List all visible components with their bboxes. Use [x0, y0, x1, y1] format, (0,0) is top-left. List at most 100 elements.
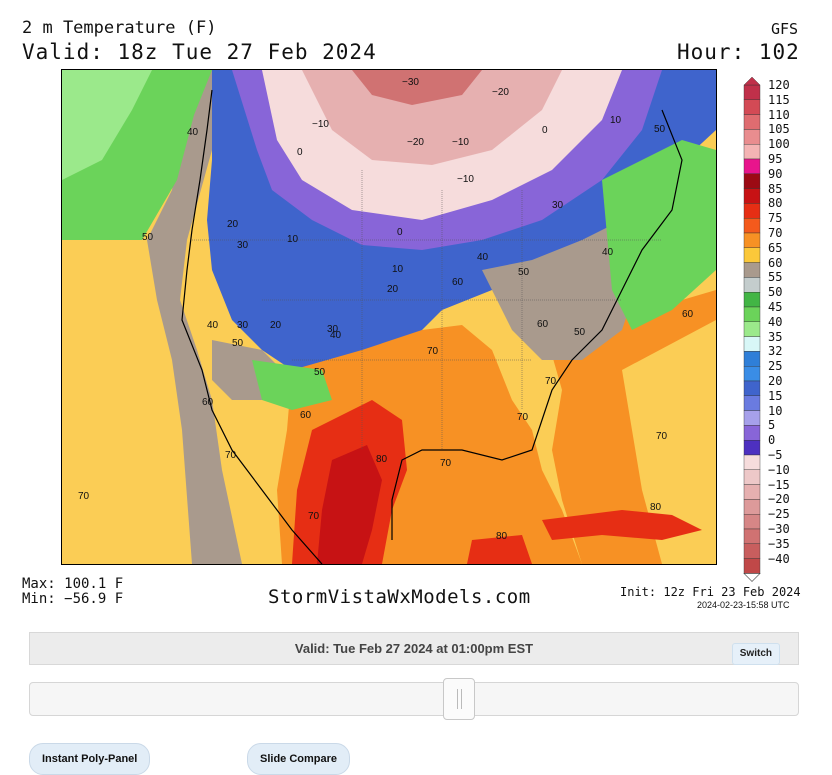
contour-label: 70: [225, 450, 237, 461]
colorbar-swatch: [743, 84, 761, 101]
colorbar-swatches: [743, 77, 761, 582]
contour-label: 40: [207, 320, 219, 331]
colorbar-label: 80: [768, 196, 783, 211]
colorbar-label: 115: [768, 92, 790, 107]
colorbar-label: 5: [768, 418, 776, 433]
colorbar-label: 100: [768, 137, 790, 152]
valid-time: Valid: 18z Tue 27 Feb 2024: [22, 40, 377, 64]
contour-label: 30: [552, 200, 564, 211]
colorbar-swatch: [743, 558, 761, 574]
colorbar-swatch: [743, 543, 761, 559]
contour-label: 50: [654, 124, 666, 135]
colorbar-swatch: [743, 217, 761, 234]
colorbar-swatch: [743, 484, 761, 500]
slider-thumb[interactable]: [443, 678, 475, 720]
switch-button[interactable]: Switch: [731, 643, 780, 665]
colorbar-label: −35: [768, 536, 790, 551]
colorbar-label: 15: [768, 388, 783, 403]
contour-label: −20: [407, 137, 424, 148]
hot-85s-core: [317, 445, 382, 564]
contour-label: 60: [452, 277, 464, 288]
min-temp: Min: −56.9 F: [22, 591, 124, 607]
contour-label: 0: [542, 125, 548, 136]
colorbar-label: 85: [768, 181, 783, 196]
colorbar-swatch: [743, 469, 761, 485]
colorbar-swatch: [743, 321, 761, 337]
political-borders: [192, 170, 662, 450]
colorbar-label: 45: [768, 300, 783, 314]
colorbar-label: −30: [768, 522, 790, 536]
colorbar-label: 70: [768, 226, 783, 240]
contour-label: 80: [376, 454, 388, 465]
contour-label: 40: [187, 127, 199, 138]
colorbar-swatch: [743, 143, 761, 160]
colorbar-swatch: [743, 351, 761, 367]
contour-label: 60: [537, 319, 549, 330]
contour-label: 80: [650, 502, 662, 513]
colorbar-label: −25: [768, 507, 790, 522]
map-svg: −30 −20 −20 −10 −10 −10 0 0 0 10 10 10 2…: [62, 70, 716, 564]
colorbar-swatch: [743, 188, 761, 204]
colorbar-swatch: [743, 336, 761, 352]
atlantic-60s-zone: [622, 320, 716, 564]
contour-label: 60: [300, 410, 312, 421]
instant-poly-panel-button[interactable]: Instant Poly-Panel: [29, 743, 151, 775]
contour-label: 70: [78, 491, 90, 502]
west-coastline: [181, 89, 323, 564]
contour-label: 30: [237, 320, 249, 331]
colorbar-label: 20: [768, 374, 783, 388]
max-temp: Max: 100.1 F: [22, 576, 124, 592]
colorbar-swatch: [743, 499, 761, 515]
east-coastline: [391, 109, 683, 540]
colorbar-swatch: [743, 99, 761, 115]
contour-label: 0: [297, 147, 303, 158]
contour-label: 20: [227, 219, 239, 230]
colorbar-label: 95: [768, 152, 783, 166]
contour-label: 60: [202, 397, 214, 408]
contour-label: 70: [517, 412, 529, 423]
colorbar-swatch: [743, 528, 761, 545]
colorbar-label: 90: [768, 166, 783, 181]
colorbar-label: 32: [768, 344, 783, 359]
colorbar-swatch: [743, 232, 761, 249]
contour-label: 50: [314, 367, 326, 378]
colorbar-swatch: [743, 410, 761, 426]
colorbar-label: 110: [768, 107, 790, 122]
colorbar-swatch: [743, 277, 761, 293]
contour-label: 50: [518, 267, 530, 278]
contour-label: 50: [142, 232, 154, 243]
contour-label: 20: [270, 320, 282, 331]
field-title: 2 m Temperature (F): [22, 18, 217, 38]
yucatan-hot-zone: [467, 535, 532, 564]
slide-compare-button[interactable]: Slide Compare: [247, 743, 351, 775]
contour-label: 70: [440, 458, 452, 469]
colorbar-bottom-arrow: [743, 573, 761, 582]
colorbar-swatch: [743, 395, 761, 411]
contour-label: 30: [327, 324, 339, 335]
coldest-core: [352, 70, 482, 105]
contour-label: 50: [574, 327, 586, 338]
valid-time-text: Valid: Tue Feb 27 2024 at 01:00pm EST: [294, 641, 534, 656]
colorbar-swatch: [743, 380, 761, 397]
colorbar-swatch: [743, 425, 761, 441]
contour-label: 10: [287, 234, 299, 245]
colorbar-label: 55: [768, 270, 783, 285]
contour-label: −10: [312, 119, 329, 130]
contour-label: 60: [682, 309, 694, 320]
hour-slider[interactable]: [29, 678, 799, 720]
west-green-zone: [252, 360, 332, 410]
contour-label: −10: [457, 174, 474, 185]
contour-label: 40: [602, 247, 614, 258]
contour-label: 50: [232, 338, 244, 349]
contour-label: 30: [237, 240, 249, 251]
colorbar-label: 75: [768, 211, 783, 226]
colorbar-swatch: [743, 203, 761, 219]
brand-name: StormVistaWxModels.com: [268, 586, 531, 608]
colorbar-top-arrow: [743, 77, 761, 86]
colorbar-swatch: [743, 129, 761, 145]
contour-label: 70: [427, 346, 439, 357]
model-name: GFS: [771, 20, 799, 38]
colorbar-swatch: [743, 291, 761, 308]
colorbar-label: 50: [768, 285, 783, 300]
contour-label: 20: [387, 284, 399, 295]
